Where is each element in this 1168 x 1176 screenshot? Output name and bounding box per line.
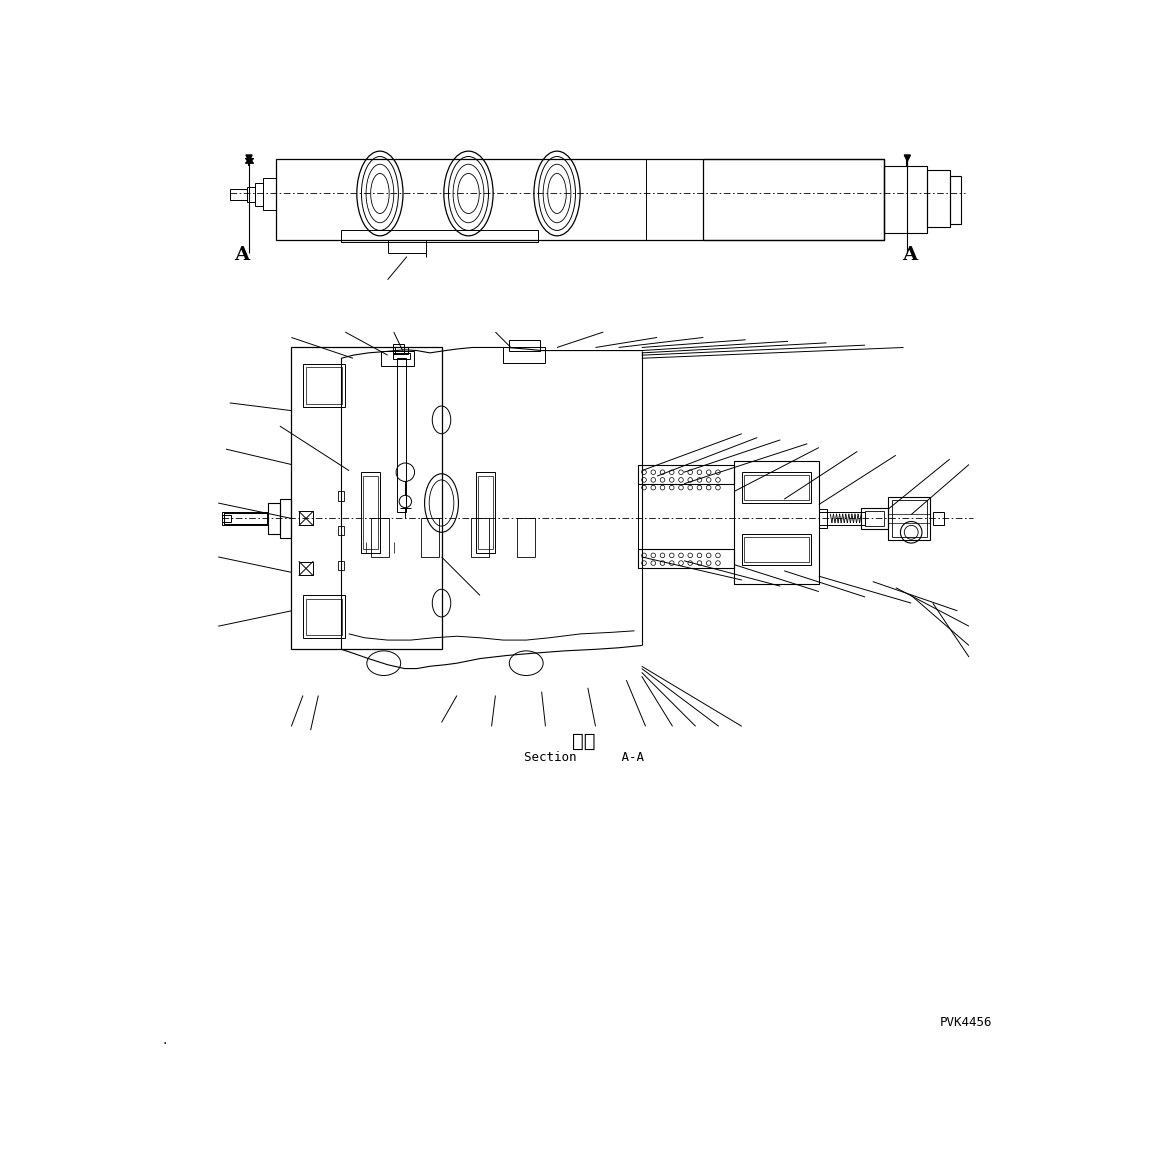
Bar	[892, 500, 926, 537]
Bar	[744, 475, 808, 500]
Bar	[392, 353, 410, 359]
Text: 断面: 断面	[572, 733, 596, 751]
Bar	[742, 534, 811, 564]
Bar	[865, 510, 884, 526]
Bar	[933, 513, 944, 524]
Bar	[392, 345, 404, 354]
Bar	[299, 512, 313, 526]
Bar	[338, 526, 343, 535]
Bar	[303, 595, 346, 637]
Bar	[703, 159, 884, 240]
Bar	[926, 171, 950, 227]
Bar	[517, 519, 535, 557]
Bar	[263, 178, 276, 211]
Bar	[255, 182, 263, 206]
Bar	[861, 508, 888, 529]
Bar	[222, 515, 231, 522]
Bar	[638, 483, 735, 549]
Bar	[395, 347, 409, 354]
Bar	[477, 473, 495, 553]
Bar	[742, 473, 811, 503]
Bar	[299, 562, 313, 575]
Bar	[361, 473, 380, 553]
Bar	[338, 492, 343, 501]
Bar	[503, 347, 545, 363]
Bar	[370, 519, 389, 557]
Bar	[269, 503, 280, 534]
Bar	[224, 513, 266, 523]
Text: .: .	[162, 1034, 167, 1048]
Polygon shape	[246, 155, 252, 161]
Bar	[744, 537, 808, 562]
Bar	[819, 513, 865, 524]
Text: A: A	[902, 246, 917, 265]
Bar	[819, 509, 827, 528]
Bar	[382, 350, 413, 366]
Bar	[306, 599, 342, 635]
Bar	[509, 340, 540, 350]
Bar	[397, 359, 406, 513]
Text: A: A	[234, 246, 249, 265]
Bar	[950, 175, 961, 223]
Bar	[638, 465, 735, 483]
Bar	[420, 519, 439, 557]
Bar	[276, 159, 884, 240]
Bar	[471, 519, 489, 557]
Polygon shape	[904, 155, 910, 161]
Bar	[303, 365, 346, 407]
Bar	[248, 187, 255, 202]
Bar	[291, 347, 442, 649]
Bar	[341, 230, 537, 242]
Text: PVK4456: PVK4456	[939, 1016, 992, 1029]
Bar	[884, 166, 926, 233]
Bar	[638, 549, 735, 568]
Bar	[230, 189, 248, 200]
Bar	[222, 513, 269, 524]
Text: Section      A-A: Section A-A	[524, 750, 644, 763]
Bar	[735, 461, 819, 583]
Bar	[280, 499, 291, 537]
Bar	[888, 496, 931, 540]
Bar	[338, 561, 343, 570]
Bar	[363, 476, 377, 549]
Bar	[479, 476, 493, 549]
Bar	[306, 367, 342, 403]
